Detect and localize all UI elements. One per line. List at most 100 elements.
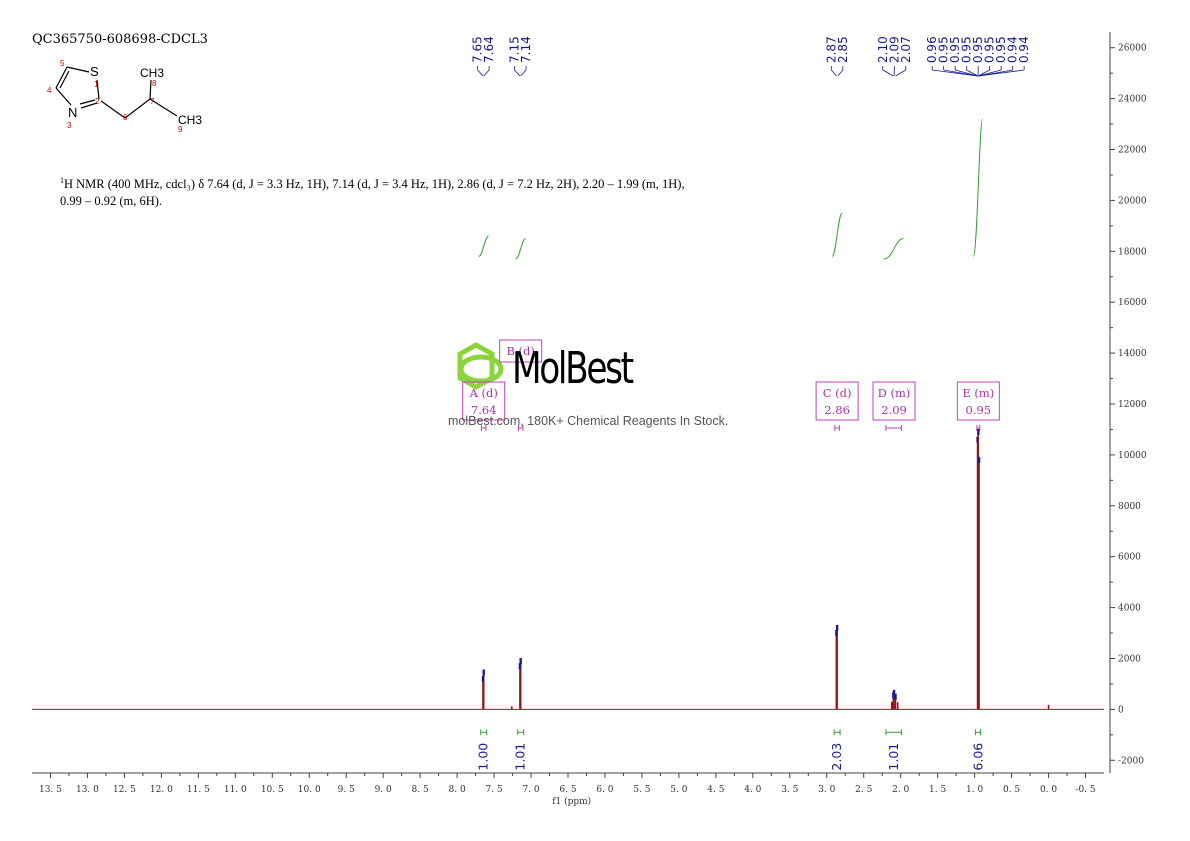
multiplet-label: C (d)	[823, 386, 852, 400]
peak-label-fan	[966, 69, 979, 77]
peak-marker	[835, 630, 838, 637]
integrals: 1.00 1.01 2.03 1.01 6.06	[476, 118, 985, 771]
x-axis-label: f1 (ppm)	[552, 796, 591, 807]
peak-label-fan	[895, 69, 906, 77]
x-tick-label: 9. 5	[338, 785, 355, 795]
peak-labels: 7.657.64 7.157.14 2.872.85 2.102.092.07 0.96…	[471, 36, 1031, 77]
atom-label: N	[68, 105, 77, 120]
y-tick-label: 0	[1118, 705, 1124, 715]
peak-shift-label: 0.94	[1017, 36, 1031, 63]
watermark-brand: MolBest	[512, 343, 634, 394]
multiplet-shift: 2.09	[881, 403, 907, 417]
peak-label-fan	[978, 69, 990, 77]
x-tick-label: 6. 5	[559, 785, 576, 795]
x-tick-label: 8. 0	[449, 785, 466, 795]
peak-marker	[892, 689, 896, 696]
peak-shift-label: 0.96	[925, 36, 939, 63]
x-tick-label: 6. 0	[596, 785, 613, 795]
y-tick-label: 24000	[1118, 95, 1147, 105]
y-tick-label: 12000	[1118, 400, 1147, 410]
peak-marker	[519, 658, 522, 665]
integral-curve	[831, 212, 843, 257]
y-tick-label: 6000	[1118, 553, 1141, 563]
spectrum-trace	[32, 428, 1104, 710]
peak-shift-label: 0.95	[948, 36, 962, 63]
peak-marker	[977, 456, 981, 463]
y-tick-label: 4000	[1118, 604, 1141, 614]
peak-shift-label: 2.10	[876, 36, 890, 63]
peak-shift-label: 7.65	[471, 36, 485, 63]
x-tick-label: 13. 0	[76, 785, 99, 795]
peak-label-fan	[483, 69, 490, 77]
peak-marker	[977, 428, 980, 435]
peak-shift-label: 7.15	[508, 36, 522, 63]
peak-shift-label: 0.94	[1006, 36, 1020, 63]
atom-number: 5	[60, 59, 65, 68]
atom-number: 9	[178, 125, 183, 134]
y-tick-label: 26000	[1118, 44, 1147, 54]
y-tick-label: -2000	[1118, 756, 1144, 766]
peak-marker	[894, 693, 897, 700]
integral-value: 6.06	[970, 743, 985, 771]
x-tick-label: 2. 5	[855, 785, 872, 795]
peak-shift-label: 2.09	[887, 36, 901, 63]
x-tick-label: 3. 5	[781, 785, 798, 795]
y-tick-label: 14000	[1118, 349, 1147, 359]
integral-value: 2.03	[829, 743, 844, 771]
peak-marker	[481, 675, 485, 682]
integral-curve	[972, 118, 984, 257]
x-tick-label: 12. 0	[150, 785, 173, 795]
peak-shift-label: 2.85	[836, 36, 850, 63]
y-tick-label: 16000	[1118, 298, 1147, 308]
x-tick-label: 2. 0	[892, 785, 909, 795]
atom-number: 8	[152, 79, 157, 88]
multiplet-shift: 2.86	[824, 403, 850, 417]
multiplet-label: A (d)	[469, 386, 498, 400]
y-tick-label: 10000	[1118, 451, 1147, 461]
multiplet-label: B (d)	[506, 344, 534, 358]
atom-number: 7	[150, 97, 155, 106]
molbest-logo-icon	[457, 342, 504, 390]
peak-label-fan	[955, 69, 978, 77]
x-tick-label: 8. 5	[412, 785, 429, 795]
peak-shift-label: 0.95	[937, 36, 951, 63]
peak-shift-label: 7.14	[519, 36, 533, 63]
x-tick-label: 9. 0	[375, 785, 392, 795]
watermark-tagline: molBest.com, 180K+ Chemical Reagents In …	[448, 414, 729, 428]
atom-number: 4	[47, 86, 52, 95]
nucleus-superscript: 1	[60, 176, 64, 185]
peak-shift-label: 2.07	[899, 36, 913, 63]
peak-label-fan	[882, 69, 894, 77]
integral-value: 1.01	[513, 743, 528, 771]
peak-label-fan	[837, 69, 844, 77]
y-tick-label: 8000	[1118, 502, 1141, 512]
peak-marker	[518, 663, 522, 670]
peak-label-fan	[520, 69, 527, 77]
atom-number: 6	[123, 113, 128, 122]
multiplet-box	[462, 381, 506, 421]
peak-shift-label: 2.87	[824, 36, 838, 63]
peak-marker	[482, 669, 485, 676]
multiplet-label: E (m)	[962, 386, 994, 400]
axes: 13. 5 13. 0 12. 5 12. 0 11. 5 11. 0 10. 5 10. 0…	[32, 32, 1147, 807]
x-tick-label: -0. 5	[1075, 785, 1095, 795]
peak-label-fan	[978, 69, 1025, 77]
peak-label-fan	[514, 69, 521, 77]
x-tick-label: 7. 5	[485, 785, 502, 795]
x-tick-label: 5. 0	[670, 785, 687, 795]
x-tick-label: 11. 5	[187, 785, 210, 795]
x-tick-label: 5. 5	[633, 785, 650, 795]
x-tick-label: 10. 0	[298, 785, 321, 795]
atom-label: CH3	[140, 66, 164, 80]
x-tick-label: 12. 5	[113, 785, 136, 795]
y-tick-label: 18000	[1118, 247, 1147, 257]
atom-label: S	[90, 64, 99, 79]
x-tick-label: 0. 5	[1003, 785, 1020, 795]
multiplet-label: D (m)	[878, 386, 911, 400]
atom-number: 3	[67, 121, 72, 130]
integral-curve	[478, 235, 489, 257]
multiplet-shift: 7.64	[471, 403, 497, 417]
x-tick-label: 7. 0	[522, 785, 539, 795]
x-tick-label: 13. 5	[39, 785, 62, 795]
